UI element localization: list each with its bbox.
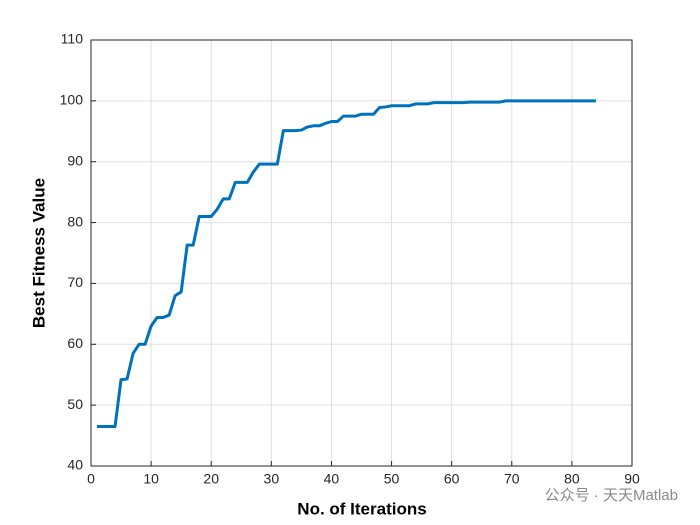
y-tick-label: 50 — [67, 396, 83, 412]
y-axis-title: Best Fitness Value — [29, 178, 48, 328]
y-tick-label: 40 — [67, 457, 83, 473]
x-axis-title: No. of Iterations — [297, 499, 426, 518]
y-tick-label: 90 — [67, 152, 83, 168]
watermark: 公众号 · 天天Matlab — [545, 487, 678, 504]
x-tick-label: 60 — [444, 471, 460, 487]
plot-frame — [90, 39, 633, 467]
x-tick-label: 10 — [143, 471, 159, 487]
y-tick-label: 80 — [67, 213, 83, 229]
x-tick-label: 80 — [564, 471, 580, 487]
y-tick-label: 100 — [60, 92, 84, 108]
x-tick-label: 70 — [504, 471, 520, 487]
x-tick-label: 40 — [324, 471, 340, 487]
x-tick-label: 30 — [264, 471, 280, 487]
y-tick-label: 110 — [61, 31, 84, 47]
y-tick-label: 70 — [67, 274, 83, 290]
y-tick-label: 60 — [67, 335, 83, 351]
x-tick-label: 0 — [87, 471, 95, 487]
x-tick-label: 50 — [384, 471, 400, 487]
x-tick-label: 20 — [203, 471, 219, 487]
line-series — [97, 99, 596, 428]
x-tick-label: 90 — [624, 471, 640, 487]
